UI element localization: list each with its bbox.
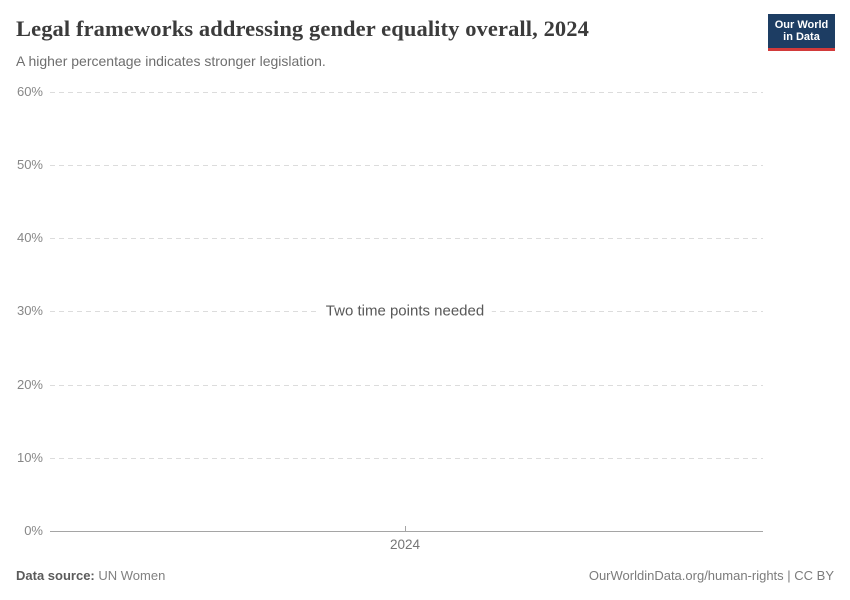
chart-subtitle: A higher percentage indicates stronger l… [16, 53, 326, 69]
empty-state-message: Two time points needed [317, 300, 493, 322]
gridline-50: 50% [0, 157, 763, 172]
gridline-40: 40% [0, 230, 763, 245]
chart-title: Legal frameworks addressing gender equal… [16, 16, 589, 41]
gridline [50, 458, 763, 459]
y-tick-label: 30% [16, 303, 43, 318]
gridline [50, 92, 763, 93]
y-tick-label: 0% [24, 523, 43, 538]
x-axis-line [50, 531, 763, 532]
gridline-60: 60% [0, 84, 763, 99]
data-source-label: Data source: [16, 568, 95, 583]
gridline [50, 165, 763, 166]
owid-logo-line2: in Data [783, 31, 820, 43]
y-tick-label: 60% [16, 84, 43, 99]
gridline [50, 385, 763, 386]
owid-url-link[interactable]: OurWorldinData.org/human-rights | CC BY [588, 568, 834, 583]
gridline-0-axis: 0% [0, 523, 763, 538]
gridline-10: 10% [0, 450, 763, 465]
y-tick-label: 50% [16, 157, 43, 172]
gridline [50, 238, 763, 239]
y-tick-label: 20% [16, 377, 43, 392]
owid-logo-line1: Our World [774, 18, 829, 31]
gridline-20: 20% [0, 377, 763, 392]
x-tick-label: 2024 [389, 537, 421, 552]
chart-footer: Data source: UN Women OurWorldinData.org… [16, 568, 834, 584]
data-source-value: UN Women [98, 568, 166, 583]
data-source: Data source: UN Women [16, 568, 165, 584]
owid-logo[interactable]: Our World in Data [768, 14, 835, 51]
y-tick-label: 40% [16, 230, 43, 245]
x-tick-mark [405, 526, 406, 531]
y-tick-label: 10% [16, 450, 43, 465]
